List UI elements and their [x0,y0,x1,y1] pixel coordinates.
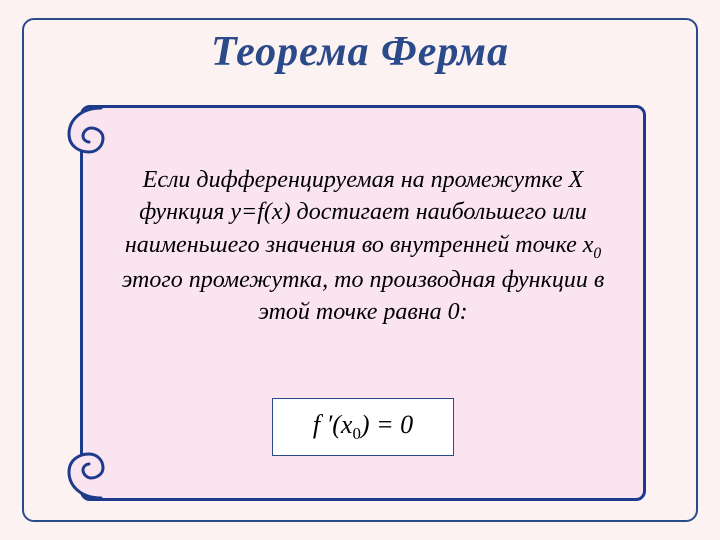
formula-box: f ′(x0) = 0 [272,398,454,456]
scroll-curl-icon [61,448,117,504]
slide-title: Теорема Ферма [0,28,720,76]
formula-text: f ′(x0) = 0 [313,410,413,444]
scroll-curl-icon [61,102,117,158]
slide: Теорема Ферма Если дифференцируемая на п… [0,0,720,540]
theorem-body: Если дифференцируемая на промежутке Х фу… [113,164,613,328]
theorem-scroll: Если дифференцируемая на промежутке Х фу… [80,105,646,501]
